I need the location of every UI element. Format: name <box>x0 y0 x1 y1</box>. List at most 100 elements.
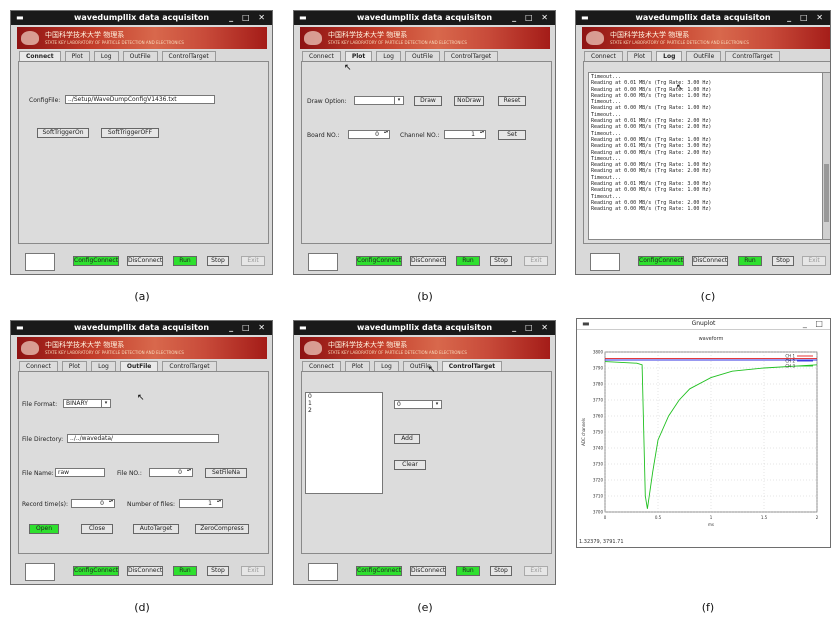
tab-plot[interactable]: Plot <box>626 51 653 62</box>
window-menu-icon[interactable]: ▬ <box>582 319 590 328</box>
open-button[interactable]: Open <box>29 524 59 534</box>
tab-outfile[interactable]: OutFile <box>404 51 440 62</box>
tab-plot[interactable]: Plot <box>344 51 373 62</box>
run-button[interactable]: Run <box>456 566 480 576</box>
tab-plot[interactable]: Plot <box>64 51 90 62</box>
tab-plot[interactable]: Plot <box>344 361 371 372</box>
tab-plot[interactable]: Plot <box>61 361 88 372</box>
tab-controltarget[interactable]: ControlTarget <box>441 361 503 372</box>
config-file-input[interactable]: ../Setup/WaveDumpConfigV1436.txt <box>65 95 215 104</box>
window-menu-icon[interactable]: ▬ <box>16 13 24 22</box>
zero-compress-button[interactable]: ZeroCompress <box>195 524 249 534</box>
board-no-spinner[interactable]: 0 <box>348 130 390 139</box>
file-no-spinner[interactable]: 0 <box>149 468 193 477</box>
target-listbox[interactable]: 0 1 2 <box>305 392 383 494</box>
add-button[interactable]: Add <box>394 434 420 444</box>
tab-log[interactable]: Log <box>93 51 119 62</box>
config-connect-button[interactable]: ConfigConnect <box>638 256 684 266</box>
window-controls[interactable]: _ □ <box>802 319 826 328</box>
set-button[interactable]: Set <box>498 130 526 140</box>
window-menu-icon[interactable]: ▬ <box>581 13 589 22</box>
window-controls[interactable]: _ □ ✕ <box>229 323 268 332</box>
close-button[interactable]: Close <box>81 524 113 534</box>
set-filename-button[interactable]: SetFileNa <box>205 468 247 478</box>
tab-outfile[interactable]: OutFile <box>402 361 438 372</box>
window-menu-icon[interactable]: ▬ <box>299 13 307 22</box>
run-button[interactable]: Run <box>173 256 197 266</box>
tab-log[interactable]: Log <box>376 51 401 62</box>
window-outfile: ▬ wavedumpllix data acquisiton _ □ ✕ 中国科… <box>10 320 273 585</box>
exit-button[interactable]: Exit <box>524 566 548 576</box>
scroll-thumb[interactable] <box>824 164 829 223</box>
number-of-files-spinner[interactable]: 1 <box>179 499 223 508</box>
window-menu-icon[interactable]: ▬ <box>299 323 307 332</box>
tab-connect[interactable]: Connect <box>302 51 341 62</box>
exit-button[interactable]: Exit <box>241 256 265 266</box>
run-button[interactable]: Run <box>738 256 762 266</box>
tab-connect[interactable]: Connect <box>19 51 61 62</box>
file-format-select[interactable]: BINARY ▾ <box>63 399 111 408</box>
stop-button[interactable]: Stop <box>772 256 794 266</box>
draw-option-select[interactable]: ▾ <box>354 96 404 105</box>
target-select[interactable]: 0 ▾ <box>394 400 442 409</box>
tab-log[interactable]: Log <box>91 361 116 372</box>
window-controls[interactable]: _ □ ✕ <box>512 13 551 22</box>
tab-log[interactable]: Log <box>374 361 399 372</box>
exit-button[interactable]: Exit <box>241 566 265 576</box>
banner-subtitle: STATE KEY LABORATORY OF PARTICLE DETECTI… <box>328 40 467 45</box>
soft-trigger-on-button[interactable]: SoftTriggerOn <box>37 128 89 138</box>
tab-controltarget[interactable]: ControlTarget <box>162 361 217 372</box>
disconnect-button[interactable]: DisConnect <box>410 256 446 266</box>
run-button[interactable]: Run <box>456 256 480 266</box>
clear-button[interactable]: Clear <box>394 460 426 470</box>
config-connect-button[interactable]: ConfigConnect <box>73 566 119 576</box>
draw-button[interactable]: Draw <box>414 96 442 106</box>
list-item[interactable]: 2 <box>308 407 312 414</box>
list-item[interactable]: 1 <box>308 400 312 407</box>
log-textarea[interactable]: Timeout... Reading at 0.01 MB/s (Trg Rate… <box>588 72 830 240</box>
tab-connect[interactable]: Connect <box>302 361 341 372</box>
run-button[interactable]: Run <box>173 566 197 576</box>
tab-controltarget[interactable]: ControlTarget <box>443 51 499 62</box>
title-bar: ▬ wavedumpllix data acquisiton _ □ ✕ <box>11 11 272 25</box>
tab-outfile[interactable]: OutFile <box>122 51 158 62</box>
disconnect-button[interactable]: DisConnect <box>127 566 163 576</box>
stop-button[interactable]: Stop <box>207 566 229 576</box>
file-directory-input[interactable]: ../../wavedata/ <box>67 434 219 443</box>
window-controls[interactable]: _ □ ✕ <box>229 13 268 22</box>
channel-no-spinner[interactable]: 1 <box>444 130 486 139</box>
window-controls[interactable]: _ □ ✕ <box>512 323 551 332</box>
record-time-spinner[interactable]: 0 <box>71 499 115 508</box>
tab-connect[interactable]: Connect <box>584 51 623 62</box>
waveform-plot[interactable]: waveform 3700 3710 3720 3730 3740 3750 3760 3770… <box>577 330 830 535</box>
exit-button[interactable]: Exit <box>802 256 826 266</box>
reset-button[interactable]: Reset <box>498 96 526 106</box>
disconnect-button[interactable]: DisConnect <box>127 256 163 266</box>
list-item[interactable]: 0 <box>308 393 312 400</box>
config-connect-button[interactable]: ConfigConnect <box>356 256 402 266</box>
tab-controltarget[interactable]: ControlTarget <box>161 51 216 62</box>
tab-connect[interactable]: Connect <box>19 361 58 372</box>
x-tick-label: 0 <box>604 515 607 520</box>
file-name-input[interactable]: raw <box>55 468 105 477</box>
window-menu-icon[interactable]: ▬ <box>16 323 24 332</box>
nodraw-button[interactable]: NoDraw <box>454 96 484 106</box>
x-tick-label: 1.5 <box>761 515 768 520</box>
stop-button[interactable]: Stop <box>490 566 512 576</box>
config-connect-button[interactable]: ConfigConnect <box>73 256 119 266</box>
disconnect-button[interactable]: DisConnect <box>410 566 446 576</box>
soft-trigger-off-button[interactable]: SoftTriggerOFF <box>101 128 159 138</box>
exit-button[interactable]: Exit <box>524 256 548 266</box>
tab-outfile[interactable]: OutFile <box>686 51 722 62</box>
tab-log[interactable]: Log <box>656 51 683 62</box>
auto-target-button[interactable]: AutoTarget <box>133 524 179 534</box>
disconnect-button[interactable]: DisConnect <box>692 256 728 266</box>
tab-outfile[interactable]: OutFile <box>119 361 159 372</box>
log-scrollbar[interactable] <box>822 73 830 239</box>
stop-button[interactable]: Stop <box>490 256 512 266</box>
tab-controltarget[interactable]: ControlTarget <box>725 51 780 62</box>
status-box <box>25 563 55 581</box>
window-controls[interactable]: _ □ ✕ <box>787 13 826 22</box>
stop-button[interactable]: Stop <box>207 256 229 266</box>
config-connect-button[interactable]: ConfigConnect <box>356 566 402 576</box>
